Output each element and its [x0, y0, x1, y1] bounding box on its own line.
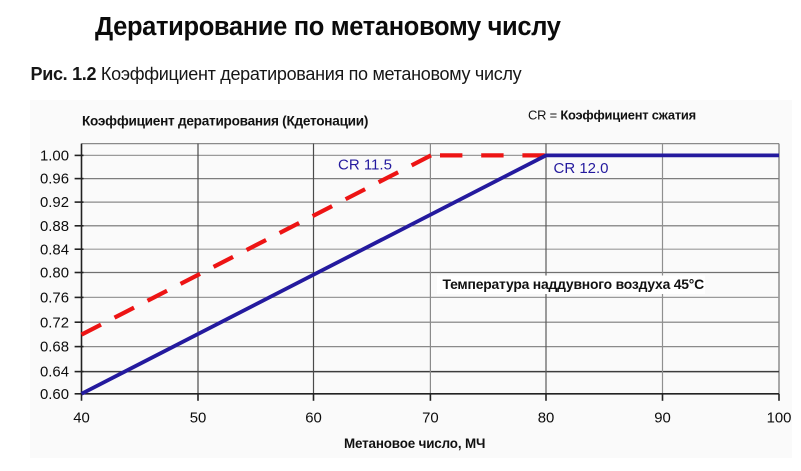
svg-text:60: 60: [305, 411, 322, 427]
svg-text:0.92: 0.92: [40, 195, 69, 211]
svg-text:0.64: 0.64: [40, 365, 69, 381]
svg-text:Рис. 1.2 Коэффициент дератиров: Рис. 1.2 Коэффициент дератирования по ме…: [31, 64, 522, 84]
svg-text:0.88: 0.88: [40, 219, 69, 235]
svg-text:0.84: 0.84: [40, 242, 69, 258]
svg-text:40: 40: [73, 411, 90, 427]
svg-text:Температура наддувного воздуха: Температура наддувного воздуха 45°C: [443, 276, 705, 292]
svg-text:0.96: 0.96: [40, 172, 69, 188]
svg-text:0.72: 0.72: [40, 315, 69, 331]
svg-text:50: 50: [190, 411, 207, 427]
svg-text:80: 80: [538, 411, 555, 427]
svg-text:0.60: 0.60: [40, 387, 69, 403]
svg-text:70: 70: [422, 411, 439, 427]
svg-text:CR 11.5: CR 11.5: [338, 157, 392, 174]
svg-text:0.68: 0.68: [40, 340, 69, 356]
svg-text:Дератирование по метановому чи: Дератирование по метановому числу: [95, 13, 562, 41]
svg-text:CR = Коэффициент сжатия: CR = Коэффициент сжатия: [528, 108, 696, 123]
svg-text:Метановое число, МЧ: Метановое число, МЧ: [344, 436, 485, 451]
svg-text:CR 12.0: CR 12.0: [554, 160, 609, 177]
svg-text:1.00: 1.00: [40, 149, 69, 165]
svg-text:0.76: 0.76: [40, 291, 69, 307]
svg-text:Коэффициент дератирования (Кде: Коэффициент дератирования (Кдетонации): [82, 113, 368, 128]
svg-text:90: 90: [654, 411, 671, 427]
svg-text:100: 100: [767, 411, 792, 427]
svg-text:0.80: 0.80: [40, 266, 69, 282]
